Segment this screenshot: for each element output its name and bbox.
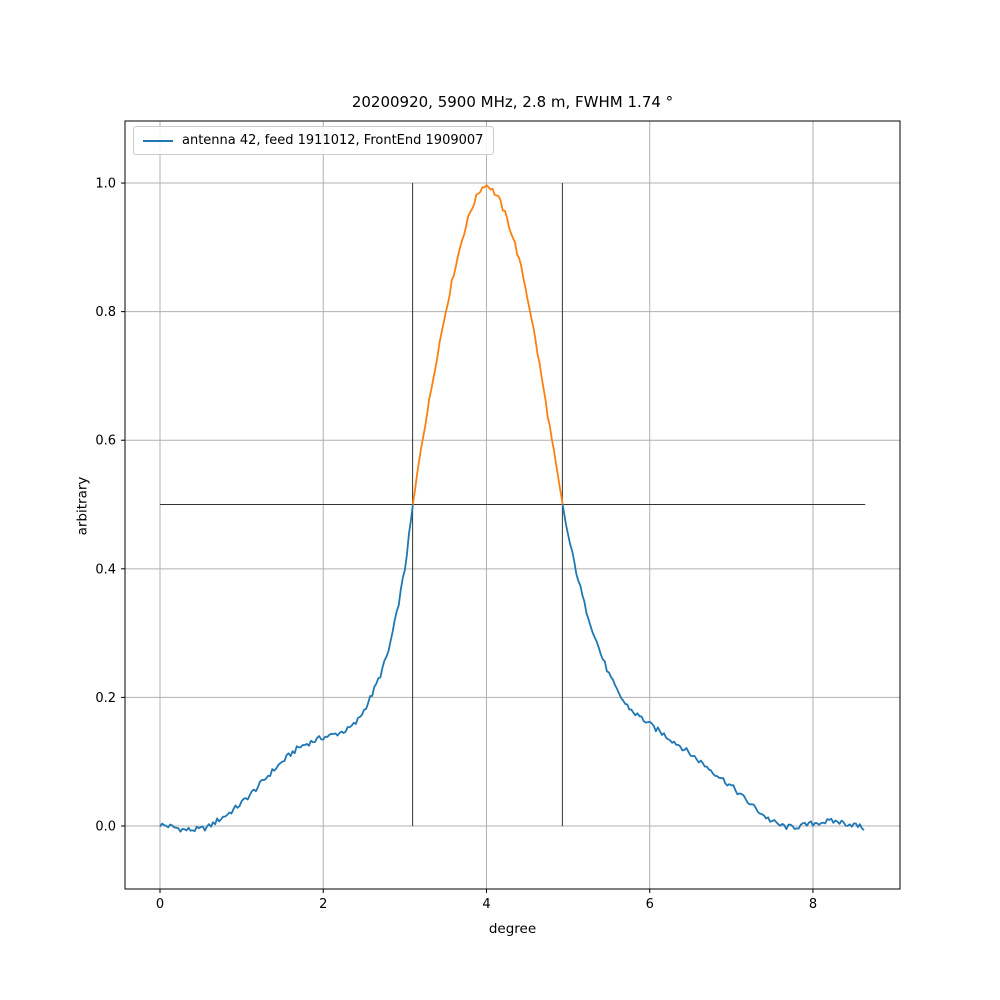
beam-curve <box>561 504 865 831</box>
figure-title: 20200920, 5900 MHz, 2.8 m, FWHM 1.74 ° <box>351 93 674 111</box>
legend: antenna 42, feed 1911012, FrontEnd 19090… <box>133 126 495 155</box>
y-tick-label: 0.6 <box>95 434 116 449</box>
x-axis-label: degree <box>488 921 537 937</box>
legend-line-swatch <box>143 139 173 142</box>
legend-label: antenna 42, feed 1911012, FrontEnd 19090… <box>182 133 484 148</box>
beam-curve <box>159 504 414 833</box>
y-tick-label: 0.8 <box>95 305 116 320</box>
beam-curve-above-half <box>411 184 564 505</box>
y-tick-label: 0.2 <box>95 691 116 706</box>
y-tick-label: 1.0 <box>95 177 116 192</box>
x-tick-label: 2 <box>319 897 327 912</box>
plot-border <box>124 120 901 890</box>
x-tick-label: 0 <box>156 897 164 912</box>
x-tick-label: 4 <box>482 897 490 912</box>
x-tick-label: 6 <box>646 897 654 912</box>
x-tick-label: 8 <box>809 897 817 912</box>
y-tick-label: 0.0 <box>95 819 116 834</box>
y-axis-label: arbitrary <box>74 476 91 536</box>
y-tick-label: 0.4 <box>95 562 116 577</box>
